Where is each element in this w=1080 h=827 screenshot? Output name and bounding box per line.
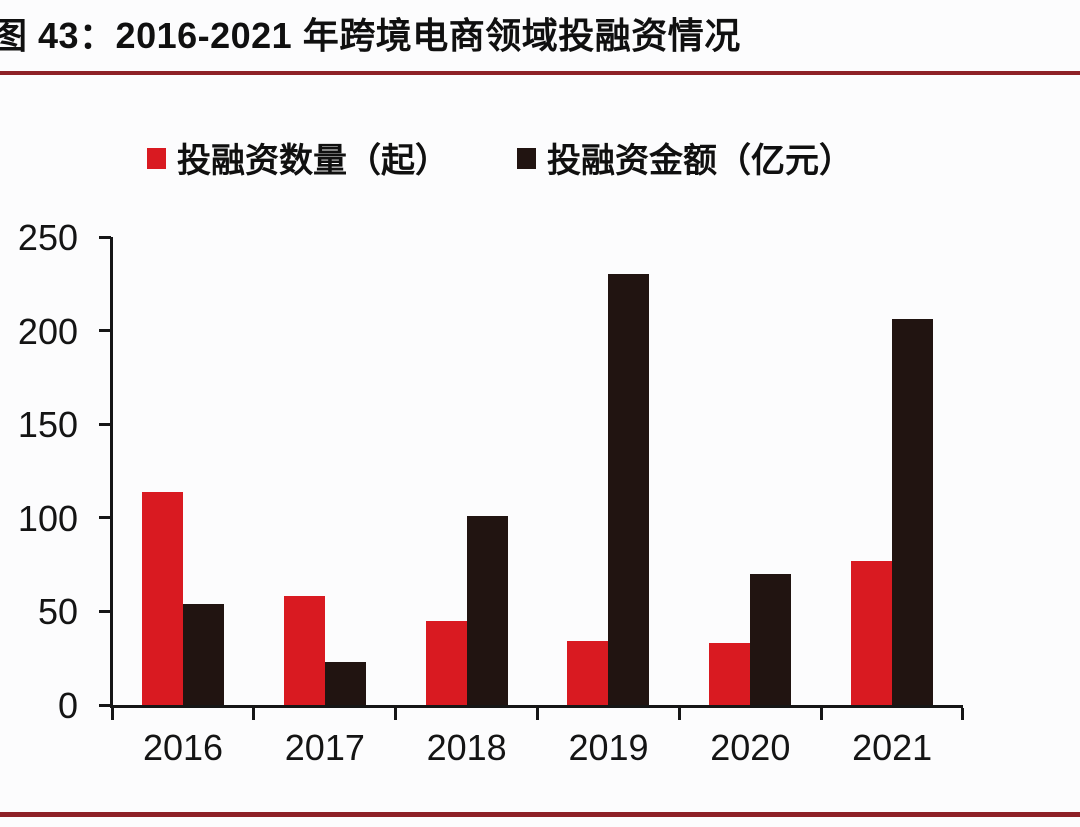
legend-item-count: 投融资数量（起） xyxy=(147,136,449,180)
x-axis-label-2020: 2020 xyxy=(710,727,791,768)
y-axis-label-0: 0 xyxy=(57,685,78,726)
x-axis-label-2019: 2019 xyxy=(568,727,649,768)
y-axis-label-50: 50 xyxy=(37,591,78,633)
x-axis-tick-6 xyxy=(961,708,965,720)
bar-count-2016 xyxy=(142,491,183,705)
y-axis-label-100: 100 xyxy=(17,497,78,539)
bar-amount-2020 xyxy=(750,573,792,705)
y-axis-tick-50 xyxy=(99,609,111,613)
legend-label-count: 投融资数量（起） xyxy=(177,141,449,180)
bar-amount-2018 xyxy=(466,515,508,705)
y-axis-label-250: 250 xyxy=(17,217,78,258)
y-axis-tick-100 xyxy=(99,516,111,520)
bottom-divider xyxy=(0,812,1080,817)
bar-count-2020 xyxy=(709,643,751,705)
figure-title: 图 43：2016-2021 年跨境电商领域投融资情况 xyxy=(0,15,741,56)
y-axis-tick-200 xyxy=(99,329,111,333)
y-axis-label-150: 150 xyxy=(17,404,78,446)
x-axis-tick-1 xyxy=(252,708,256,720)
x-axis-tick-5 xyxy=(819,708,823,720)
y-axis-tick-0 xyxy=(99,703,111,707)
bar-count-2018 xyxy=(425,620,467,705)
y-axis-tick-150 xyxy=(99,422,111,426)
x-axis-tick-3 xyxy=(535,708,539,720)
bar-amount-2019 xyxy=(608,274,650,705)
y-axis-tick-250 xyxy=(99,235,111,239)
legend-swatch-amount-icon xyxy=(517,147,536,169)
title-divider xyxy=(0,71,1080,75)
x-axis-tick-0 xyxy=(110,708,114,720)
x-axis-label-2018: 2018 xyxy=(426,727,507,768)
bar-count-2021 xyxy=(851,560,893,705)
bar-amount-2021 xyxy=(892,319,934,705)
bar-amount-2016 xyxy=(183,603,224,705)
y-axis-label-200: 200 xyxy=(17,310,78,352)
legend-swatch-count-icon xyxy=(147,147,166,169)
bar-count-2019 xyxy=(567,641,609,705)
chart-plot xyxy=(99,235,965,720)
legend-item-amount: 投融资金额（亿元） xyxy=(517,136,853,180)
x-axis-tick-2 xyxy=(394,708,398,720)
legend-label-amount: 投融资金额（亿元） xyxy=(547,141,853,180)
x-axis-tick-4 xyxy=(677,708,681,720)
bar-amount-2017 xyxy=(324,661,366,705)
bar-count-2017 xyxy=(283,596,325,705)
x-axis-label-2016: 2016 xyxy=(142,727,224,768)
x-axis-label-2021: 2021 xyxy=(852,727,933,768)
chart-legend: 投融资数量（起） 投融资金额（亿元） xyxy=(0,136,1080,180)
x-axis-label-2017: 2017 xyxy=(284,727,365,768)
